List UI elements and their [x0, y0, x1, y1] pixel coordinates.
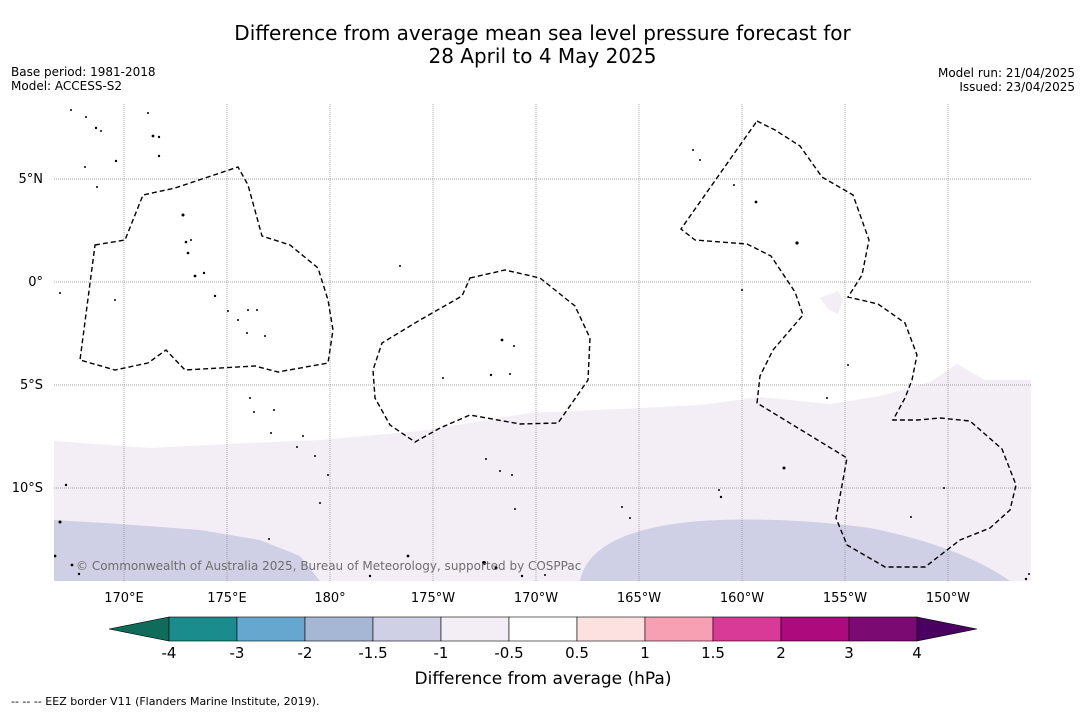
model-label: Model: ACCESS-S2: [11, 79, 123, 93]
lon-label-175e: 175°E: [207, 591, 247, 606]
run-info: Model run: 21/04/2025 Issued: 23/04/2025: [938, 66, 1075, 94]
colorbar-bin: [780, 616, 850, 642]
eez-border-kiribati-gilbert: [79, 166, 334, 373]
colorbar-bin: [644, 616, 714, 642]
lat-label-0: 0°: [28, 275, 43, 290]
lon-label-150w: 150°W: [926, 591, 970, 606]
colorbar-tick-label: 1.5: [701, 644, 725, 662]
model-run-label: Model run: 21/04/2025: [937, 66, 1075, 80]
colorbar-tick-label: 1: [640, 644, 650, 662]
colorbar-bin: [508, 616, 578, 642]
lon-label-180: 180°: [314, 591, 345, 606]
colorbar-tick-label: -2: [298, 644, 313, 662]
colorbar-bin: [440, 616, 510, 642]
latitude-labels: 5°N 0° 5°S 10°S: [12, 172, 43, 496]
anomaly-region-minus-1-east: [580, 519, 1010, 581]
colorbar-bin: [848, 616, 918, 642]
colorbar-bin: [576, 616, 646, 642]
lat-label-10s: 10°S: [12, 481, 43, 496]
lon-label-165w: 165°W: [617, 591, 661, 606]
colorbar: -4 -3 -2 -1.5 -1 -0.5 0.5 1 1.5 2 3 4 Difference fr…: [108, 616, 978, 689]
gridlines: [54, 104, 1031, 581]
anomaly-region-minus-1-west: [54, 520, 320, 581]
lon-label-175w: 175°W: [411, 591, 455, 606]
colorbar-tick-label: 2: [776, 644, 786, 662]
colorbar-bin: [168, 616, 238, 642]
copyright-text: © Commonwealth of Australia 2025, Bureau…: [76, 559, 581, 573]
colorbar-tick-label: -0.5: [494, 644, 523, 662]
colorbar-label: Difference from average (hPa): [415, 669, 672, 689]
lon-label-170e: 170°E: [104, 591, 144, 606]
lat-label-5n: 5°N: [19, 172, 44, 187]
colorbar-ticks: -4 -3 -2 -1.5 -1 -0.5 0.5 1 1.5 2 3 4: [162, 644, 922, 662]
colorbar-tick-label: 3: [844, 644, 854, 662]
lon-label-170w: 170°W: [514, 591, 558, 606]
chart-title: Difference from average mean sea level p…: [0, 22, 1085, 68]
eez-border-kiribati-phoenix: [372, 269, 591, 443]
lat-label-5s: 5°S: [20, 378, 43, 393]
title-line-1: Difference from average mean sea level p…: [234, 21, 851, 45]
colorbar-tick-label: -1: [434, 644, 449, 662]
colorbar-tick-label: -1.5: [358, 644, 387, 662]
lon-label-160w: 160°W: [720, 591, 764, 606]
colorbar-bin: [372, 616, 442, 642]
colorbar-bin: [712, 616, 782, 642]
colorbar-bins: [168, 616, 918, 642]
colorbar-low-extend: [108, 616, 170, 642]
colorbar-bin: [304, 616, 374, 642]
eez-borders: [79, 120, 1017, 568]
colorbar-tick-label: -3: [230, 644, 245, 662]
title-line-2: 28 April to 4 May 2025: [428, 44, 657, 68]
colorbar-tick-label: 4: [912, 644, 922, 662]
eez-legend-note: -- -- -- EEZ border V11 (Flanders Marine…: [11, 695, 320, 708]
colorbar-high-extend: [916, 616, 978, 642]
colorbar-bin: [236, 616, 306, 642]
issued-label: Issued: 23/04/2025: [959, 80, 1075, 94]
islands: [54, 109, 1030, 581]
map-panel: © Commonwealth of Australia 2025, Bureau…: [54, 104, 1031, 581]
model-info: Base period: 1981-2018 Model: ACCESS-S2: [11, 65, 156, 93]
colorbar-tick-label: 0.5: [565, 644, 589, 662]
base-period-label: Base period: 1981-2018: [11, 65, 156, 79]
anomaly-region-small: [820, 291, 843, 314]
longitude-labels: 170°E 175°E 180° 175°W 170°W 165°W 160°W…: [104, 591, 970, 606]
colorbar-tick-label: -4: [162, 644, 177, 662]
lon-label-155w: 155°W: [823, 591, 867, 606]
